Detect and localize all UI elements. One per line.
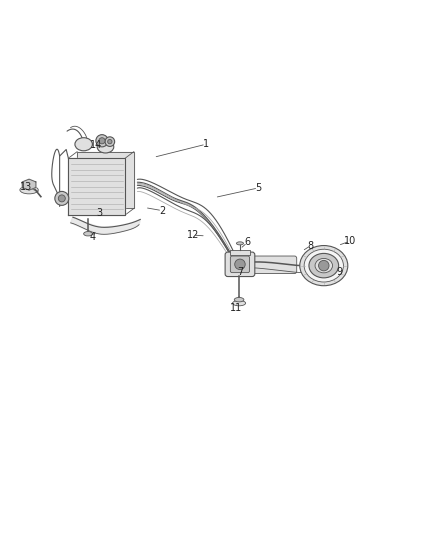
Circle shape	[235, 259, 245, 270]
Circle shape	[99, 138, 105, 144]
Ellipse shape	[300, 246, 348, 286]
Circle shape	[58, 195, 65, 202]
Text: 5: 5	[255, 183, 261, 193]
Ellipse shape	[315, 259, 332, 273]
Ellipse shape	[304, 249, 343, 282]
Ellipse shape	[237, 242, 244, 245]
Circle shape	[96, 135, 108, 147]
Ellipse shape	[234, 297, 244, 302]
Text: 1: 1	[203, 139, 209, 149]
Text: 14: 14	[90, 140, 102, 150]
Circle shape	[318, 261, 329, 271]
Text: 10: 10	[344, 236, 356, 246]
Ellipse shape	[309, 253, 339, 278]
Ellipse shape	[97, 141, 114, 153]
Text: 8: 8	[307, 240, 314, 251]
Ellipse shape	[233, 301, 246, 306]
Text: 12: 12	[187, 230, 199, 240]
Text: 2: 2	[159, 206, 166, 216]
Text: 9: 9	[336, 266, 342, 277]
Text: 4: 4	[89, 232, 95, 242]
Text: 3: 3	[96, 208, 102, 218]
Ellipse shape	[84, 231, 92, 236]
Polygon shape	[77, 152, 134, 208]
Polygon shape	[22, 179, 36, 190]
FancyBboxPatch shape	[230, 256, 250, 272]
Text: 13: 13	[20, 182, 32, 192]
FancyBboxPatch shape	[251, 256, 297, 273]
Text: 7: 7	[237, 266, 243, 277]
Ellipse shape	[20, 186, 38, 194]
Circle shape	[55, 191, 69, 205]
Circle shape	[108, 140, 112, 144]
Polygon shape	[68, 158, 125, 215]
Circle shape	[105, 137, 115, 147]
Bar	[230, 251, 250, 255]
Polygon shape	[71, 217, 141, 234]
FancyBboxPatch shape	[225, 252, 255, 277]
Ellipse shape	[75, 138, 92, 151]
Text: 11: 11	[230, 303, 242, 313]
Text: 6: 6	[244, 238, 251, 247]
